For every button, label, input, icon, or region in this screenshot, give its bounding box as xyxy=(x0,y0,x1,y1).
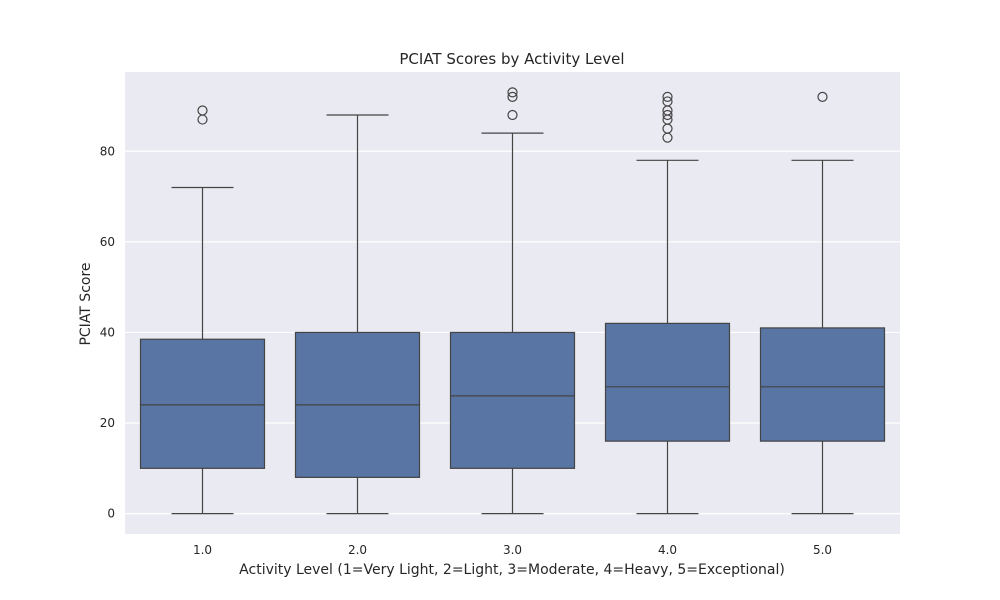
outlier-point xyxy=(662,96,673,107)
iqr-box xyxy=(759,327,886,442)
x-tick-labels: 1.0 2.0 3.0 4.0 5.0 xyxy=(193,543,832,557)
box-4.0 xyxy=(604,91,731,515)
x-tick-label: 4.0 xyxy=(658,543,677,557)
outlier-point xyxy=(197,105,208,116)
box-2.0 xyxy=(294,114,421,515)
y-tick-label: 20 xyxy=(100,416,115,430)
y-tick-label: 40 xyxy=(100,325,115,339)
x-tick-label: 1.0 xyxy=(193,543,212,557)
x-tick-label: 2.0 xyxy=(348,543,367,557)
y-tick-labels: 0 20 40 60 80 xyxy=(100,144,115,520)
iqr-box xyxy=(139,338,266,469)
outlier-point xyxy=(662,91,673,103)
x-axis-label: Activity Level (1=Very Light, 2=Light, 3… xyxy=(239,562,785,578)
box-3.0 xyxy=(449,87,576,515)
chart-title: PCIAT Scores by Activity Level xyxy=(399,50,624,68)
y-tick-label: 80 xyxy=(100,144,115,158)
x-tick-label: 5.0 xyxy=(813,543,832,557)
iqr-box xyxy=(604,322,731,442)
iqr-box xyxy=(449,331,576,469)
outlier-point xyxy=(817,91,828,103)
box-1.0 xyxy=(139,105,266,515)
box-5.0 xyxy=(759,91,886,515)
outlier-point xyxy=(507,91,518,103)
y-tick-label: 60 xyxy=(100,235,115,249)
outlier-point xyxy=(662,109,673,121)
outlier-point xyxy=(507,109,518,121)
y-tick-label: 0 xyxy=(107,507,115,521)
y-axis-label: PCIAT Score xyxy=(78,262,94,345)
x-tick-label: 3.0 xyxy=(503,543,522,557)
outlier-point xyxy=(507,87,518,98)
box-series xyxy=(139,87,886,515)
